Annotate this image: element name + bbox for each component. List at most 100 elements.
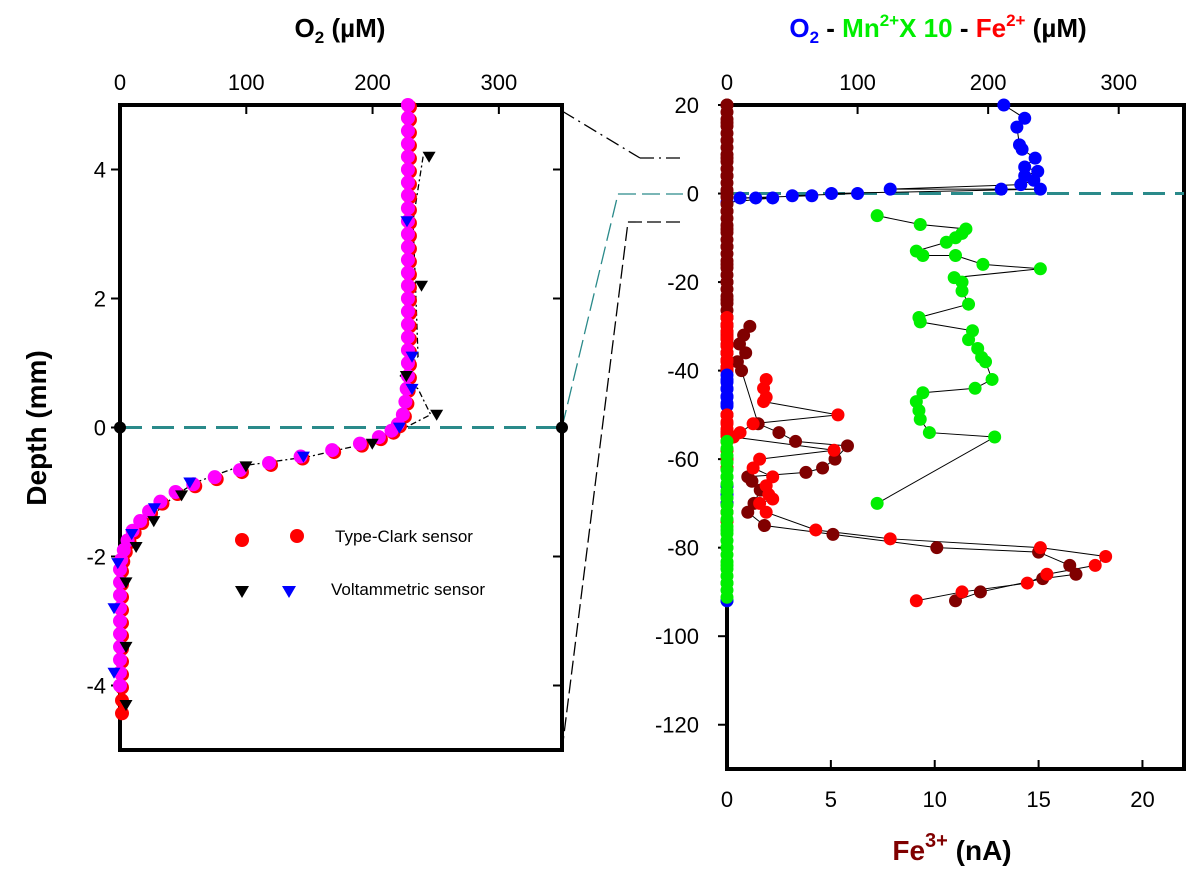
profile-line: [736, 326, 1077, 602]
zoom-connector-lines: [561, 110, 683, 751]
right-top-axis-title: O2 - Mn2+X 10 - Fe2+ (µM): [789, 11, 1086, 47]
zoom-connector: [561, 221, 629, 751]
point-o2: [1018, 111, 1032, 125]
right-bottom-tick-label: 5: [825, 787, 837, 812]
point-mn2x10: [965, 324, 979, 338]
clark-point-magenta: [400, 149, 415, 164]
voltammetric-point: [415, 280, 429, 292]
point-mn2x10: [971, 341, 985, 355]
right-y-tick-label: -60: [667, 447, 699, 472]
voltammetric-point: [400, 216, 414, 228]
point-mn2x10: [959, 222, 973, 236]
point-mn2x10: [968, 381, 982, 395]
point-o2: [766, 191, 780, 205]
profile-line: [726, 104, 1041, 203]
clark-point-magenta: [400, 201, 415, 216]
point-mn2x10: [962, 297, 976, 311]
zoom-connector: [561, 193, 619, 428]
voltammetric-point: [296, 451, 310, 463]
point-fe2: [827, 443, 841, 457]
point-o2: [1010, 120, 1024, 134]
legend-clark-label: Type-Clark sensor: [335, 527, 473, 546]
legend-voltammetric-black-marker: [235, 586, 249, 598]
left-y-tick-label: 4: [94, 158, 106, 183]
clark-point-magenta: [400, 227, 415, 241]
point-o2: [749, 191, 763, 205]
point-fe3: [1069, 567, 1083, 581]
zoom-connector: [561, 110, 641, 159]
left-interface-dot: [556, 421, 568, 434]
right-top-tick-label: 100: [839, 70, 876, 95]
point-fe3: [745, 474, 759, 488]
voltammetric-point: [111, 558, 125, 570]
right-y-tick-label: -40: [667, 359, 699, 384]
point-mn2x10: [913, 218, 927, 232]
point-fe2: [759, 505, 773, 519]
left-x-tick-label: 100: [228, 70, 265, 95]
point-mn2x10: [916, 386, 930, 400]
point-fe2: [1040, 567, 1054, 581]
point-fe3: [826, 527, 840, 541]
point-mn2x10: [870, 209, 884, 223]
right-bottom-tick-label: 10: [922, 787, 946, 812]
clark-point-magenta: [400, 188, 415, 203]
left-x-tick-label: 200: [354, 70, 391, 95]
clark-point-magenta: [400, 317, 415, 332]
voltammetric-point: [147, 503, 161, 515]
right-y-tick-label: 20: [675, 93, 699, 118]
left-y-tick-label: 0: [94, 416, 106, 441]
left-panel: 0 100 200 300 -4 -2 0 2 4: [86, 70, 568, 752]
point-mn2x10: [870, 496, 884, 510]
point-o2: [824, 187, 838, 201]
point-fe2: [1033, 541, 1047, 555]
point-fe2: [955, 585, 969, 599]
point-fe2: [1020, 576, 1034, 590]
voltammetric-point: [107, 603, 121, 615]
point-o2: [994, 182, 1008, 196]
voltammetric-point: [422, 151, 436, 163]
left-interface-dot: [114, 421, 126, 434]
right-top-tick-label: 300: [1100, 70, 1137, 95]
clark-point-magenta: [400, 304, 415, 319]
point-fe2: [746, 417, 760, 431]
point-fe2: [909, 594, 923, 608]
point-mn2x10: [1033, 262, 1047, 276]
voltammetric-point: [119, 641, 133, 653]
voltammetric-point: [107, 667, 121, 679]
legend-clark-red-marker: [235, 533, 249, 547]
voltammetric-point: [405, 351, 419, 363]
clark-point-magenta: [400, 110, 415, 125]
legend-voltammetric-label: Voltammetric sensor: [331, 580, 485, 599]
point-o2: [1012, 138, 1026, 152]
left-x-tick-label: 0: [114, 70, 126, 95]
voltammetric-point: [129, 541, 143, 553]
point-fe3: [789, 434, 803, 448]
left-x-tick-label: 300: [480, 70, 517, 95]
clark-point-magenta: [113, 626, 127, 641]
clark-point-magenta: [398, 394, 413, 409]
point-fe2: [831, 408, 845, 422]
point-mn2x10: [909, 244, 923, 258]
legend-voltammetric-blue-marker: [282, 586, 296, 598]
left-y-tick-label: -4: [86, 674, 106, 699]
point-mn2x10: [988, 430, 1002, 444]
point-o2: [883, 182, 897, 196]
clark-point-magenta: [400, 291, 415, 306]
right-bottom-tick-label: 20: [1130, 787, 1154, 812]
clark-point-magenta: [113, 614, 127, 628]
point-o2: [733, 191, 747, 205]
point-fe3: [973, 585, 987, 599]
point-o2: [1031, 164, 1045, 178]
point-fe2: [746, 461, 760, 475]
right-bottom-tick-label: 15: [1026, 787, 1050, 812]
clark-point-magenta: [400, 239, 415, 254]
clark-point-magenta: [400, 252, 415, 267]
point-mn2x10: [985, 372, 999, 386]
legend-clark-red-marker: [290, 529, 304, 543]
voltammetric-point: [119, 699, 133, 712]
point-o2: [785, 189, 799, 203]
voltammetric-point: [175, 490, 189, 502]
point-fe2: [809, 523, 823, 537]
right-bottom-axis-title: Fe3+ (nA): [892, 830, 1011, 866]
